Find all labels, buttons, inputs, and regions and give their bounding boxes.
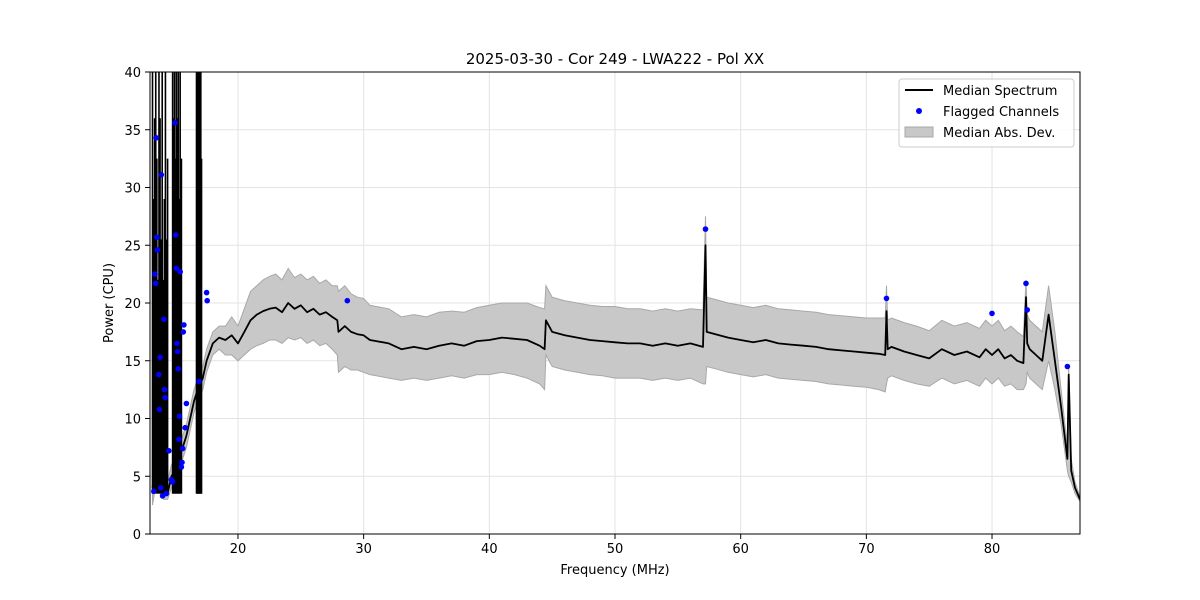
x-tick-label-4: 60 bbox=[732, 542, 749, 557]
legend-label-median: Median Spectrum bbox=[943, 84, 1057, 99]
flagged-channel-point bbox=[177, 269, 183, 275]
flagged-channel-point bbox=[344, 297, 351, 304]
flagged-channel-point bbox=[156, 371, 162, 378]
chart-title: 2025-03-30 - Cor 249 - LWA222 - Pol XX bbox=[466, 50, 764, 68]
flagged-channel-point bbox=[181, 322, 187, 328]
flagged-channel-point bbox=[183, 400, 190, 407]
flagged-channel-point bbox=[883, 295, 890, 302]
median-abs-dev-band bbox=[152, 216, 1080, 506]
legend: Median Spectrum Flagged Channels Median … bbox=[898, 78, 1075, 148]
rfi-spike-cluster-1 bbox=[171, 72, 183, 494]
y-tick-label-2: 10 bbox=[124, 413, 141, 428]
flagged-channel-point bbox=[169, 479, 176, 485]
flagged-channel-point bbox=[152, 271, 158, 277]
flagged-channels-points bbox=[151, 120, 1071, 499]
flagged-channel-point bbox=[162, 394, 168, 401]
y-tick-label-5: 25 bbox=[124, 239, 141, 254]
flagged-channel-point bbox=[161, 386, 168, 393]
y-tick-label-4: 20 bbox=[124, 297, 141, 312]
flagged-channel-point bbox=[166, 448, 172, 454]
y-tick-label-7: 35 bbox=[124, 124, 141, 139]
flagged-channel-point bbox=[702, 226, 709, 232]
flagged-channel-point bbox=[174, 348, 181, 355]
flagged-channel-point bbox=[172, 120, 178, 126]
legend-box bbox=[898, 78, 1075, 148]
rfi-spikes bbox=[151, 72, 203, 494]
flagged-channel-point bbox=[179, 459, 185, 466]
flagged-channel-point bbox=[176, 436, 182, 443]
flagged-channel-point bbox=[203, 289, 210, 296]
x-axis-ticks: 20 30 40 50 60 70 80 bbox=[230, 534, 1001, 557]
flagged-channel-point bbox=[1024, 307, 1030, 313]
legend-band-swatch bbox=[904, 126, 934, 138]
x-axis-label: Frequency (MHz) bbox=[560, 563, 669, 578]
y-axis-label: Power (CPU) bbox=[102, 263, 117, 343]
flagged-channel-point bbox=[156, 406, 163, 413]
legend-label-mad: Median Abs. Dev. bbox=[943, 126, 1055, 141]
flagged-channel-point bbox=[174, 340, 180, 347]
flagged-channel-point bbox=[179, 445, 186, 452]
flagged-channel-point bbox=[163, 490, 170, 497]
flagged-channel-point bbox=[204, 297, 210, 304]
x-tick-label-5: 70 bbox=[858, 542, 875, 557]
flagged-channel-point bbox=[154, 247, 161, 253]
flagged-channel-point bbox=[173, 265, 180, 272]
flagged-channel-point bbox=[989, 310, 995, 317]
flagged-channel-point bbox=[180, 329, 187, 335]
mad-band-area bbox=[152, 216, 1080, 506]
x-tick-label-6: 80 bbox=[984, 542, 1001, 557]
flagged-channel-point bbox=[176, 413, 183, 420]
flagged-channel-point bbox=[178, 464, 185, 470]
flagged-channel-point bbox=[175, 366, 182, 372]
flagged-channel-point bbox=[1023, 280, 1029, 287]
median-spectrum-line bbox=[151, 244, 1080, 500]
y-tick-label-1: 5 bbox=[133, 470, 141, 485]
y-tick-label-8: 40 bbox=[124, 66, 141, 81]
flagged-channel-point bbox=[173, 232, 179, 238]
y-tick-label-0: 0 bbox=[133, 528, 141, 543]
rfi-spike-cluster-0 bbox=[151, 72, 169, 494]
flagged-channel-point bbox=[157, 485, 164, 491]
flagged-channel-point bbox=[152, 280, 159, 287]
x-tick-label-0: 20 bbox=[230, 542, 247, 557]
flagged-channel-point bbox=[182, 424, 188, 431]
legend-marker-swatch bbox=[916, 108, 922, 114]
x-tick-label-3: 50 bbox=[607, 542, 624, 557]
flagged-channel-point bbox=[161, 316, 167, 323]
flagged-channel-point bbox=[151, 488, 157, 495]
y-tick-label-6: 30 bbox=[124, 182, 141, 197]
legend-label-flagged: Flagged Channels bbox=[943, 105, 1059, 120]
flagged-channel-point bbox=[154, 234, 160, 240]
flagged-channel-point bbox=[196, 378, 202, 385]
x-tick-label-2: 40 bbox=[481, 542, 498, 557]
flagged-channel-point bbox=[158, 172, 165, 178]
flagged-channel-point bbox=[1064, 363, 1071, 370]
y-axis-ticks: 0 5 10 15 20 25 30 35 40 bbox=[124, 66, 150, 543]
median-spectrum-path bbox=[151, 244, 1080, 500]
flagged-channel-point bbox=[153, 135, 160, 141]
y-tick-label-3: 15 bbox=[124, 355, 141, 370]
flagged-channel-point bbox=[157, 354, 163, 361]
rfi-spike-cluster-2 bbox=[195, 72, 203, 494]
x-tick-label-1: 30 bbox=[355, 542, 372, 557]
